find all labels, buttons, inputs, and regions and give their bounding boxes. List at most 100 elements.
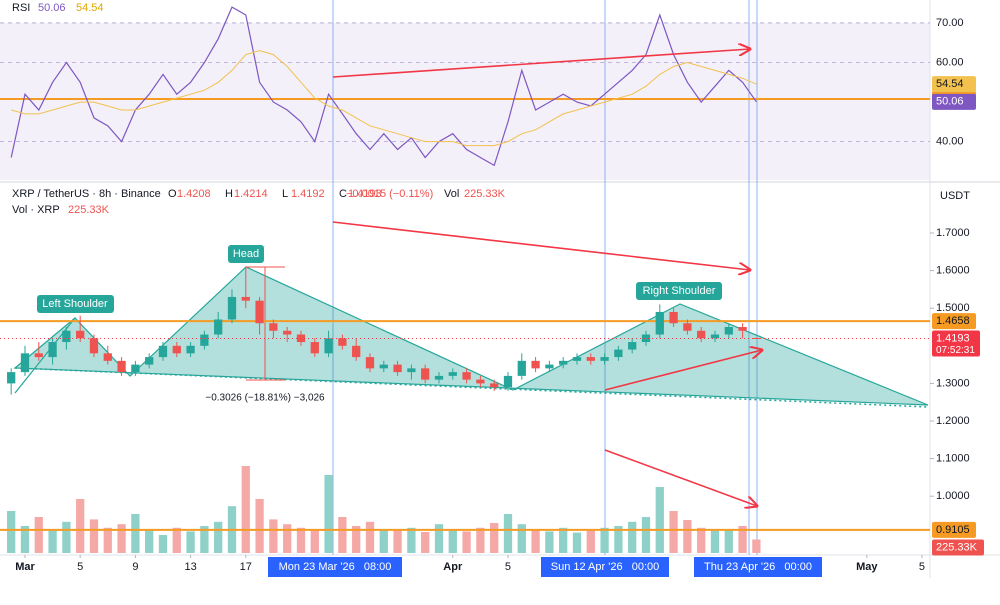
candle-body <box>724 327 733 335</box>
volume-bar <box>269 519 278 553</box>
candle-body <box>434 375 444 380</box>
unit: USDT <box>940 190 970 202</box>
volume-bar <box>407 527 416 553</box>
volume-bar <box>34 517 43 553</box>
ohlc-value: 1.4192 <box>291 188 325 200</box>
x-tick-label: Apr <box>443 561 463 573</box>
volume-bar <box>352 526 361 553</box>
volume-bar <box>669 511 678 553</box>
candle-body <box>476 379 485 384</box>
rsi-band <box>0 22 930 181</box>
volume-bar <box>600 527 609 553</box>
volume-bar <box>283 524 292 553</box>
countdown-label: 07:52:31 <box>936 345 975 356</box>
candle-body <box>131 364 140 373</box>
volume-bar <box>434 524 444 553</box>
volume-bar <box>89 519 99 553</box>
candle-body <box>324 338 333 354</box>
volume-bar <box>559 527 568 553</box>
time-badge-label: Sun 12 Apr '26 00:00 <box>551 561 660 573</box>
volume-bar <box>324 475 333 553</box>
ohlc-key: C <box>339 188 347 200</box>
candle-body <box>669 311 678 324</box>
candle-body <box>697 330 706 339</box>
y-tick-label: 60.00 <box>936 56 964 68</box>
label-box <box>37 295 114 313</box>
candle-body <box>379 364 388 369</box>
volume-badge <box>932 539 984 556</box>
candle-body <box>200 334 209 346</box>
scale-badges: 50.7750.0654.541.46580.91051.419307:52:3… <box>932 76 984 556</box>
volume-bar <box>421 532 430 553</box>
scale-badge-label: 0.9105 <box>936 524 970 536</box>
volume-bar <box>476 527 485 553</box>
headers: RSI 50.06 54.54 XRP / TetherUS · 8h · Bi… <box>12 2 970 216</box>
head-and-shoulders <box>13 266 929 408</box>
time-badge <box>541 557 669 577</box>
volume-bar <box>62 521 71 553</box>
volume-bar <box>683 520 692 553</box>
candle-body <box>559 360 568 365</box>
right-shoulder-label: Right Shoulder <box>643 285 716 297</box>
candle-body <box>738 327 747 331</box>
head-label: Head <box>233 248 259 260</box>
candle-body <box>600 357 609 361</box>
volume-bar <box>20 526 30 553</box>
candle-body <box>214 319 223 335</box>
vol-key: Vol <box>444 188 459 200</box>
candle-body <box>545 364 554 369</box>
volume-bar <box>710 530 720 553</box>
x-tick-label: Mar <box>15 561 35 573</box>
candle-body <box>255 300 264 324</box>
volume-bar <box>48 530 57 553</box>
x-tick-label: 5 <box>77 561 83 573</box>
change: −0.0015 (−0.11%) <box>346 188 433 200</box>
plot: 70.00 60.00 40.00 1.7000 1.6000 1.5000 1.3000 1… <box>0 6 970 573</box>
candle-body <box>283 330 292 335</box>
volume-bar <box>379 529 388 553</box>
candle-body <box>117 360 126 373</box>
candle-body <box>490 383 499 388</box>
volume-bar <box>296 527 306 553</box>
volume-bar <box>338 517 347 553</box>
volume-bar <box>131 514 140 553</box>
candle-body <box>407 368 416 373</box>
volume-bar <box>697 527 706 553</box>
y-tick-label: 1.5000 <box>936 302 970 314</box>
y-tick-label: 1.7000 <box>936 227 970 239</box>
vertical-markers <box>332 0 758 555</box>
volume-bar <box>503 514 513 553</box>
candle-body <box>227 296 237 320</box>
candle-body <box>421 368 430 380</box>
ohlc-key: H <box>225 188 233 200</box>
volume-bar <box>490 523 499 553</box>
ohlc-value: 1.4214 <box>234 188 268 200</box>
last-price-label: 1.4193 <box>936 332 970 344</box>
scale-badge-label: 50.06 <box>936 96 964 108</box>
time-badge <box>694 557 822 577</box>
time-badge <box>268 557 402 577</box>
volume-bar <box>531 530 540 553</box>
candle-body <box>48 342 57 358</box>
x-tick-label: 13 <box>184 561 196 573</box>
arrows <box>332 49 762 506</box>
rsi-pane <box>0 22 930 181</box>
volume-bar <box>310 530 319 553</box>
scale-badge <box>932 313 976 330</box>
time-badge-label: Mon 23 Mar '26 08:00 <box>279 561 392 573</box>
volume-bar <box>117 524 126 553</box>
y-tick-label: 1.1000 <box>936 453 970 465</box>
x-tick-label: 17 <box>240 561 252 573</box>
candle-body <box>365 357 375 369</box>
candle-body <box>710 334 720 339</box>
ohlc-key: O <box>168 188 177 200</box>
candle-body <box>614 349 623 358</box>
volume-bar <box>752 539 761 553</box>
pattern-area <box>13 266 929 406</box>
volume-badge-label: 225.33K <box>936 541 978 553</box>
volume-bar <box>586 529 595 553</box>
candle-body <box>89 338 99 354</box>
volume-bar <box>462 531 471 553</box>
ohlc-header: O 1.4208 H 1.4214 L 1.4192 C 1.4193 <box>168 188 382 200</box>
